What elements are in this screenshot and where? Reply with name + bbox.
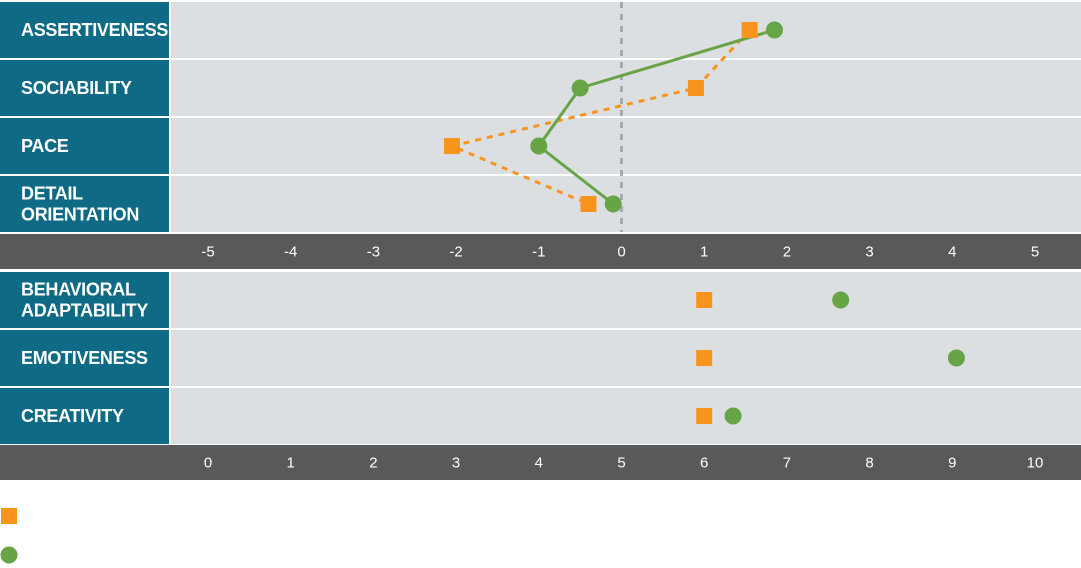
category-label: BEHAVIORAL ADAPTABILITY bbox=[21, 280, 148, 321]
data-point-square bbox=[443, 138, 460, 154]
x-tick-label: 5 bbox=[1031, 244, 1039, 261]
x-tick-label: 2 bbox=[783, 244, 791, 261]
category-label: ASSERTIVENESS bbox=[21, 20, 168, 40]
x-tick-label: 0 bbox=[617, 244, 625, 261]
row-label-cell bbox=[0, 388, 169, 444]
x-tick-label: 5 bbox=[617, 455, 625, 472]
data-point-square bbox=[696, 408, 713, 424]
legend-marker-circle bbox=[0, 546, 18, 564]
x-tick-label: -2 bbox=[449, 244, 462, 261]
x-tick-label: 8 bbox=[865, 455, 873, 472]
x-tick-label: 2 bbox=[369, 455, 377, 472]
data-point-circle bbox=[765, 21, 783, 39]
data-point-circle bbox=[947, 349, 965, 367]
x-tick-label: 9 bbox=[948, 455, 956, 472]
category-label: CREATIVITY bbox=[21, 406, 124, 426]
category-label-line: PACE bbox=[21, 136, 69, 156]
category-label: PACE bbox=[21, 136, 69, 156]
row-plot-background bbox=[171, 2, 1081, 58]
x-tick-label: 4 bbox=[535, 455, 543, 472]
category-label-line: DETAIL bbox=[21, 184, 83, 204]
data-point-circle bbox=[530, 137, 548, 155]
row-label-cell bbox=[0, 330, 169, 386]
category-label-line: CREATIVITY bbox=[21, 406, 124, 426]
data-point-circle bbox=[832, 291, 850, 309]
category-label-line: BEHAVIORAL bbox=[21, 280, 136, 300]
x-tick-label: -5 bbox=[201, 244, 214, 261]
x-tick-label: 6 bbox=[700, 455, 708, 472]
x-tick-label: 3 bbox=[452, 455, 460, 472]
row-label-cell bbox=[0, 2, 169, 58]
category-label: SOCIABILITY bbox=[21, 78, 132, 98]
row-plot-background bbox=[171, 60, 1081, 116]
row-plot-background bbox=[171, 118, 1081, 174]
x-tick-label: 0 bbox=[204, 455, 212, 472]
data-point-circle bbox=[571, 79, 589, 97]
chart-legend bbox=[0, 508, 18, 564]
row-label-cell bbox=[0, 176, 169, 232]
data-point-square bbox=[696, 292, 713, 308]
data-point-square bbox=[696, 350, 713, 366]
x-tick-label: -1 bbox=[532, 244, 545, 261]
x-tick-label: 10 bbox=[1027, 455, 1044, 472]
x-axis-band bbox=[0, 445, 1081, 480]
x-tick-label: -3 bbox=[367, 244, 380, 261]
x-tick-label: 3 bbox=[865, 244, 873, 261]
data-point-square bbox=[580, 196, 597, 212]
series-line-square bbox=[447, 28, 751, 206]
category-label-line: SOCIABILITY bbox=[21, 78, 132, 98]
category-label: DETAIL ORIENTATION bbox=[21, 184, 139, 225]
top-chart-panel: ASSERTIVENESS SOCIABILITY PACE DETAIL ORIENT… bbox=[0, 2, 1081, 269]
row-label-cell bbox=[0, 118, 169, 174]
category-label: EMOTIVENESS bbox=[21, 348, 148, 368]
x-axis-band bbox=[0, 234, 1081, 269]
data-point-circle bbox=[604, 195, 622, 213]
row-plot-background bbox=[171, 272, 1081, 328]
category-label-line: ASSERTIVENESS bbox=[21, 20, 168, 40]
row-plot-background bbox=[171, 330, 1081, 386]
row-plot-background bbox=[171, 388, 1081, 444]
bottom-chart-panel: BEHAVIORAL ADAPTABILITY EMOTIVENESS CREATIV… bbox=[0, 272, 1081, 480]
category-label-line: ADAPTABILITY bbox=[21, 301, 148, 321]
series-line-circle bbox=[536, 28, 775, 206]
legend-marker-square bbox=[1, 508, 17, 524]
data-point-square bbox=[741, 22, 758, 38]
x-tick-label: -4 bbox=[284, 244, 297, 261]
x-tick-label: 1 bbox=[287, 455, 295, 472]
row-plot-background bbox=[171, 176, 1081, 232]
x-tick-label: 4 bbox=[948, 244, 956, 261]
x-tick-label: 1 bbox=[700, 244, 708, 261]
row-label-cell bbox=[0, 272, 169, 328]
x-tick-label: 7 bbox=[783, 455, 791, 472]
data-point-square bbox=[687, 80, 704, 96]
category-label-line: ORIENTATION bbox=[21, 205, 139, 225]
row-label-cell bbox=[0, 60, 169, 116]
data-point-circle bbox=[724, 407, 742, 425]
category-label-line: EMOTIVENESS bbox=[21, 348, 148, 368]
